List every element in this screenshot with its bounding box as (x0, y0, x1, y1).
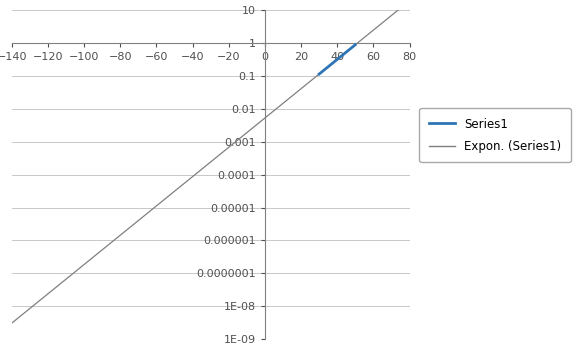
Expon. (Series1) (326, 64, 333, 68)
Expon. (Series1) (183, 179, 190, 183)
Line: Expon. (Series1): Expon. (Series1) (12, 1, 409, 323)
Series1 (343, 50, 350, 54)
Expon. (Series1) (318, 70, 325, 74)
Expon. (Series1) (8, 321, 15, 325)
Series1 (333, 57, 340, 62)
Series1 (325, 65, 332, 69)
Expon. (Series1) (49, 288, 56, 292)
Expon. (Series1) (406, 0, 413, 3)
Expon. (Series1) (281, 100, 288, 104)
Expon. (Series1) (169, 191, 176, 195)
Legend: Series1, Expon. (Series1): Series1, Expon. (Series1) (419, 108, 571, 163)
Series1 (352, 43, 359, 47)
Line: Series1: Series1 (319, 45, 355, 74)
Series1 (315, 72, 322, 76)
